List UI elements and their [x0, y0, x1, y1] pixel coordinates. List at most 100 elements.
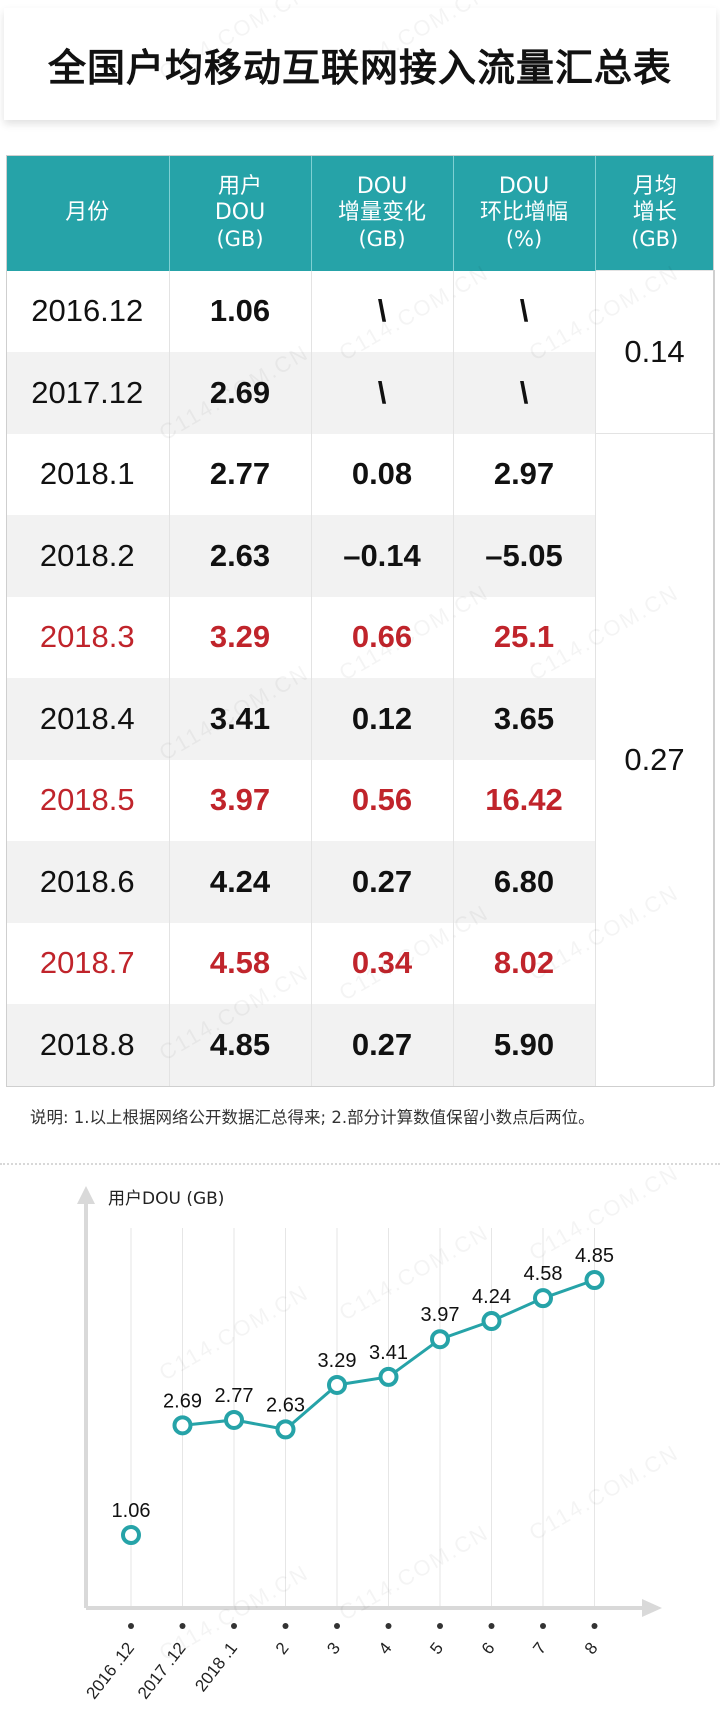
cell-delta: \ [311, 352, 454, 434]
x-tick-label: 3 [323, 1639, 344, 1658]
cell-dou: 2.69 [169, 352, 312, 434]
cell-pct: –5.05 [453, 515, 596, 597]
x-tick-label: 2017 .12 [134, 1639, 190, 1703]
cell-pct: \ [453, 352, 596, 434]
cell-delta: 0.27 [311, 841, 454, 923]
cell-delta: 0.56 [311, 759, 454, 841]
column-header: 月均 增长 (GB) [595, 155, 714, 271]
cell-month: 2018.6 [6, 841, 170, 923]
column-header: 月份 [6, 155, 170, 271]
cell-pct: 8.02 [453, 922, 596, 1004]
data-point [121, 1525, 141, 1545]
table-row: 2018.3 3.29 0.66 25.1 [6, 596, 714, 678]
data-label: 4.58 [524, 1263, 563, 1285]
cell-delta: 0.34 [311, 922, 454, 1004]
cell-delta: 0.12 [311, 678, 454, 760]
column-header-line: DOU [498, 173, 550, 199]
y-axis-label: 用户DOU (GB) [108, 1189, 224, 1209]
cell-pct: \ [453, 270, 596, 352]
data-label: 4.24 [472, 1286, 511, 1308]
tick-dot [540, 1623, 546, 1629]
tick-dot [334, 1623, 340, 1629]
cell-dou: 4.24 [169, 841, 312, 923]
column-header-line: DOU [356, 173, 408, 199]
cell-month: 2018.3 [6, 596, 170, 678]
x-tick-label: 6 [478, 1639, 499, 1658]
cell-dou: 1.06 [169, 270, 312, 352]
x-tick-label: 2018 .1 [191, 1639, 241, 1695]
data-point [481, 1311, 502, 1332]
data-label: 2.63 [266, 1394, 305, 1416]
data-label: 3.97 [421, 1304, 460, 1326]
cell-pct: 16.42 [453, 759, 596, 841]
cell-month: 2018.5 [6, 759, 170, 841]
data-label: 3.41 [369, 1342, 408, 1364]
x-tick-label: 7 [529, 1639, 550, 1658]
x-tick-label: 8 [581, 1639, 602, 1658]
cell-monthly-avg: 0.27 [595, 433, 715, 1086]
tick-dot [488, 1623, 495, 1629]
data-point [224, 1409, 244, 1430]
x-axis-arrow [642, 1599, 662, 1617]
column-unit: (GB) [631, 226, 679, 251]
cell-delta: –0.14 [311, 515, 454, 597]
cell-dou: 4.85 [169, 1004, 312, 1086]
tick-dot [231, 1623, 237, 1629]
cell-monthly-avg: 0.14 [595, 270, 715, 434]
tick-dot [437, 1623, 443, 1629]
table-row: 2018.8 4.85 0.27 5.90 [6, 1004, 714, 1086]
table-row: 2018.1 2.77 0.08 2.97 0.27 [6, 433, 715, 1086]
data-point [584, 1270, 605, 1290]
column-header-line: 用户 [217, 173, 262, 199]
cell-pct: 2.97 [453, 433, 596, 515]
y-axis-arrow [77, 1186, 95, 1204]
cell-delta: 0.27 [311, 1004, 454, 1086]
tick-dot [591, 1623, 598, 1629]
column-header-line: 月均 [632, 173, 677, 199]
column-header-line: 增长 [632, 199, 677, 225]
table-row: 2018.2 2.63 –0.14 –5.05 [6, 515, 714, 597]
x-tick-label: 2 [272, 1639, 293, 1658]
x-tick-label: 4 [375, 1639, 396, 1658]
cell-pct: 3.65 [453, 678, 596, 760]
data-point [533, 1288, 553, 1309]
cell-month: 2017.12 [6, 352, 170, 434]
tick-dot [282, 1623, 289, 1629]
column-unit: (GB) [358, 226, 406, 251]
data-label: 3.29 [318, 1350, 357, 1372]
tick-dot [385, 1623, 392, 1629]
cell-month: 2018.1 [6, 433, 170, 515]
title-card: 全国户均移动互联网接入流量汇总表 [4, 8, 716, 120]
dou-line-chart: 用户DOU (GB) 1.06 2016 .12 2.69 2017 .12 2.77 20… [77, 1186, 662, 1703]
dou-table: 月份 用户 DOU (GB) DOU 增量变化 (GB) DOU 环比增幅 (%) 月均 增长 (GB)… [6, 155, 715, 1086]
page-title: 全国户均移动互联网接入流量汇总表 [47, 45, 672, 90]
cell-month: 2018.2 [6, 515, 170, 597]
column-header-line: 月份 [65, 199, 110, 225]
column-header: 用户 DOU (GB) [169, 155, 312, 271]
data-point [378, 1366, 399, 1387]
cell-dou: 2.77 [169, 433, 312, 515]
data-point [275, 1419, 296, 1440]
column-header-line: DOU [214, 199, 266, 225]
table-row: 2018.4 3.41 0.12 3.65 [6, 678, 714, 760]
cell-delta: \ [311, 270, 454, 352]
cell-dou: 4.58 [169, 922, 312, 1004]
data-label: 4.85 [575, 1245, 614, 1267]
cell-dou: 3.97 [169, 759, 312, 841]
table-row: 2016.12 1.06 \ \ 0.14 [6, 270, 715, 434]
column-header-line: 增量变化 [337, 199, 426, 225]
table-row: 2018.6 4.24 0.27 6.80 [6, 841, 714, 923]
column-header-line: 环比增幅 [479, 199, 568, 225]
x-tick-label: 2016 .12 [82, 1639, 138, 1703]
cell-dou: 3.29 [169, 596, 312, 678]
tick-dot [179, 1623, 186, 1629]
data-point [430, 1329, 450, 1350]
data-label: 2.69 [163, 1390, 202, 1412]
table-header-row: 月份 用户 DOU (GB) DOU 增量变化 (GB) DOU 环比增幅 (%) 月均 增长 (GB) [6, 155, 714, 271]
table-row: 2018.5 3.97 0.56 16.42 [6, 759, 714, 841]
column-unit: (GB) [216, 226, 264, 251]
cell-pct: 6.80 [453, 841, 596, 923]
column-header: DOU 环比增幅 (%) [453, 155, 596, 271]
data-point [327, 1374, 347, 1395]
section-divider [0, 1163, 720, 1165]
